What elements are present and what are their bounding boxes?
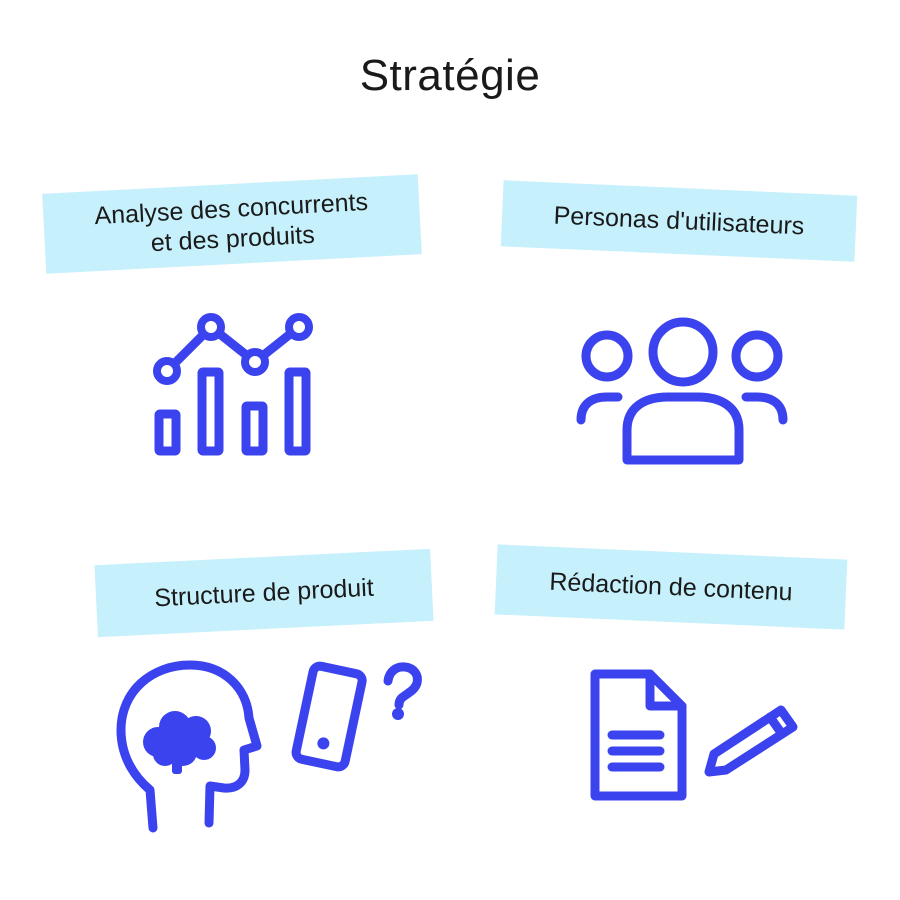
page-title: Stratégie: [359, 51, 541, 100]
label-product-structure: Structure de produit: [94, 548, 434, 638]
brain-icon: [143, 711, 216, 774]
label-content-writing: Rédaction de contenu: [494, 544, 848, 630]
label-competitor-analysis: Analyse des concurrents et des produits: [42, 174, 422, 274]
head-brain-phone-icon: [116, 660, 422, 833]
label-user-personas: Personas d'utilisateurs: [500, 180, 858, 262]
bar-line-chart-icon: [153, 313, 313, 456]
document-pencil-icon: [590, 669, 798, 801]
user-group-icon: [576, 317, 788, 465]
